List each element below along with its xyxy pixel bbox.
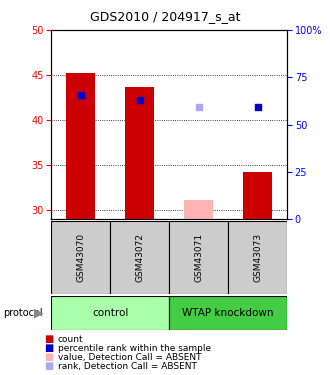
Bar bbox=[51, 220, 110, 294]
Text: ▶: ▶ bbox=[34, 306, 44, 319]
Text: GSM43072: GSM43072 bbox=[135, 233, 144, 282]
Text: GSM43070: GSM43070 bbox=[76, 233, 85, 282]
Text: GSM43071: GSM43071 bbox=[194, 233, 203, 282]
Bar bbox=[125, 87, 154, 219]
Text: WTAP knockdown: WTAP knockdown bbox=[182, 308, 274, 318]
Bar bbox=[243, 172, 272, 219]
Bar bbox=[66, 73, 95, 219]
Text: control: control bbox=[92, 308, 128, 318]
Text: value, Detection Call = ABSENT: value, Detection Call = ABSENT bbox=[58, 353, 201, 362]
Text: ■: ■ bbox=[45, 344, 54, 353]
Bar bbox=[169, 296, 287, 330]
Bar bbox=[51, 296, 169, 330]
Bar bbox=[228, 220, 287, 294]
Text: GDS2010 / 204917_s_at: GDS2010 / 204917_s_at bbox=[90, 10, 240, 23]
Text: protocol: protocol bbox=[3, 308, 43, 318]
Bar bbox=[184, 200, 214, 219]
Point bbox=[78, 92, 83, 98]
Text: GSM43073: GSM43073 bbox=[253, 233, 262, 282]
Text: ■: ■ bbox=[45, 362, 54, 371]
Point bbox=[255, 104, 260, 110]
Text: ■: ■ bbox=[45, 334, 54, 344]
Text: ■: ■ bbox=[45, 352, 54, 362]
Point bbox=[137, 98, 142, 104]
Bar bbox=[169, 220, 228, 294]
Text: rank, Detection Call = ABSENT: rank, Detection Call = ABSENT bbox=[58, 362, 197, 371]
Bar bbox=[110, 220, 169, 294]
Text: percentile rank within the sample: percentile rank within the sample bbox=[58, 344, 211, 353]
Point bbox=[196, 104, 201, 110]
Text: count: count bbox=[58, 335, 83, 344]
